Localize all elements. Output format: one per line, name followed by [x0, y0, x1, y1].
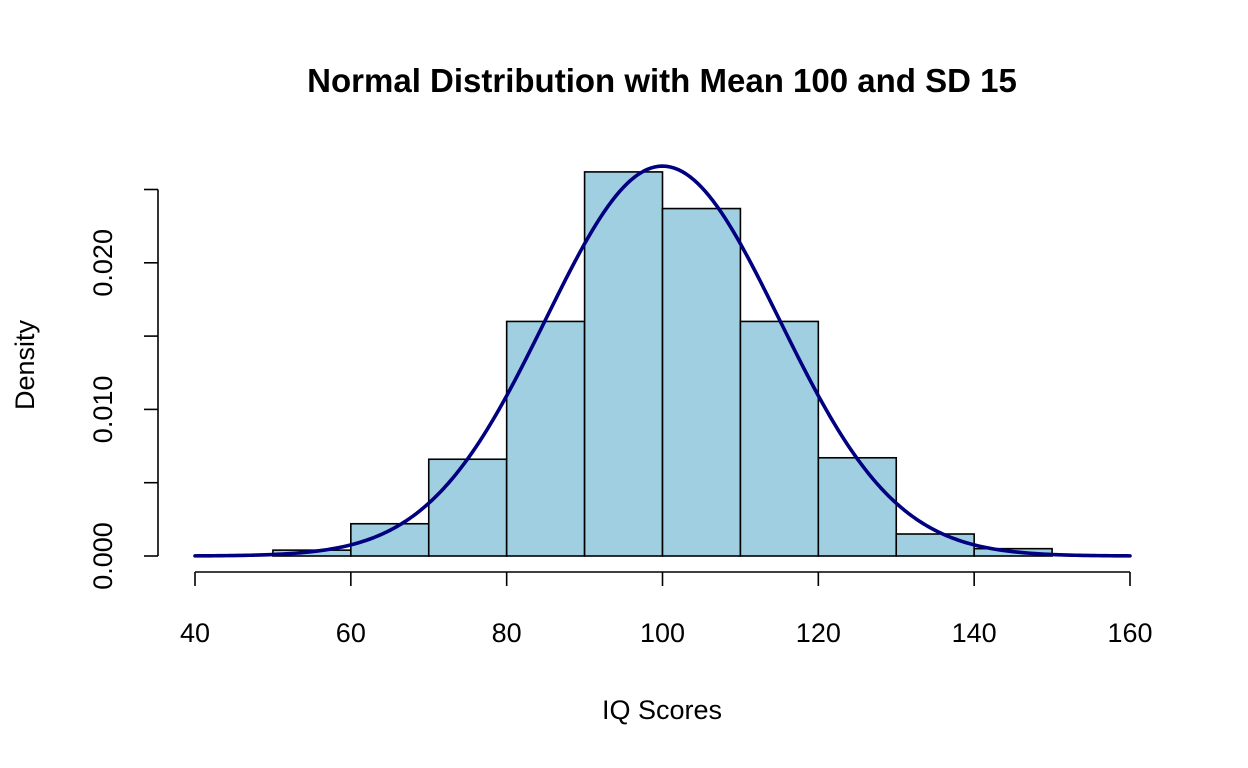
chart-title: Normal Distribution with Mean 100 and SD…	[307, 62, 1017, 99]
x-tick-label: 100	[640, 618, 685, 648]
y-axis: 0.000 0.010 0.020	[88, 188, 159, 590]
histogram-bar-3	[505, 320, 586, 557]
histogram-bars	[272, 171, 1053, 557]
y-tick-label: 0.020	[88, 229, 118, 297]
x-axis: 40 60 80 100 120 140 160	[180, 571, 1153, 648]
y-axis-label: Density	[10, 319, 40, 410]
y-tick-label: 0.010	[88, 376, 118, 444]
density-curve	[193, 164, 1132, 558]
histogram-bar-6	[739, 320, 820, 557]
histogram-bar-8	[895, 533, 975, 557]
x-tick-label: 40	[180, 618, 210, 648]
x-tick-label: 80	[492, 618, 522, 648]
x-tick-label: 140	[952, 618, 997, 648]
histogram-bar-4	[583, 171, 664, 557]
x-tick-label: 160	[1107, 618, 1152, 648]
y-tick-label: 0.000	[88, 522, 118, 590]
histogram-bar-5	[661, 207, 742, 557]
histogram-bar-7	[817, 456, 898, 557]
x-axis-label: IQ Scores	[602, 695, 722, 725]
x-tick-label: 60	[336, 618, 366, 648]
x-tick-label: 120	[796, 618, 841, 648]
histogram-bar-2	[427, 458, 508, 557]
